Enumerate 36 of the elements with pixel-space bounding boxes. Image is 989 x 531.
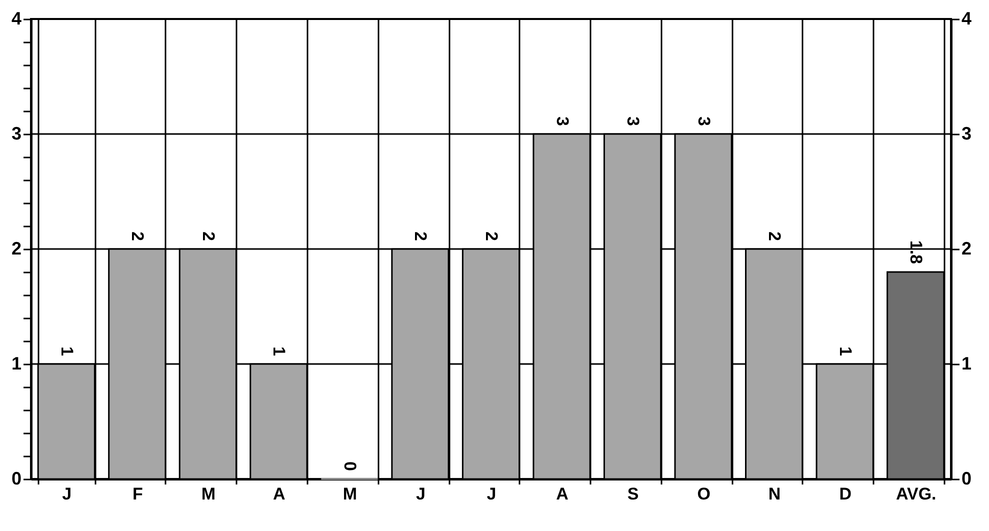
data-label: 1 [270, 346, 289, 356]
x-tick-label: S [627, 484, 639, 504]
y-tick-label: 1 [11, 354, 22, 374]
y-tick-label: 3 [11, 124, 22, 144]
y2-tick-label: 4 [962, 8, 972, 28]
data-label: 2 [765, 232, 784, 241]
x-tick-label: A [556, 484, 568, 504]
x-tick-label: N [768, 484, 781, 504]
y2-tick-label: 0 [962, 468, 972, 488]
x-tick-label: D [839, 484, 852, 504]
data-label: 2 [411, 232, 430, 241]
data-label: 2 [128, 232, 148, 241]
y2-tick-label: 3 [962, 124, 972, 144]
x-tick-label: J [62, 484, 72, 504]
data-label: 1 [836, 346, 855, 356]
y-tick-label: 2 [11, 238, 22, 258]
data-label: 2 [482, 232, 501, 241]
x-tick-label: F [132, 484, 143, 504]
x-tick-label: M [342, 484, 358, 504]
data-label: 1 [57, 346, 76, 356]
x-tick-label: M [201, 484, 216, 504]
x-tick-label: J [416, 484, 426, 504]
x-tick-label: A [273, 484, 286, 504]
y2-tick-label: 1 [962, 354, 972, 374]
data-label: 3 [552, 116, 572, 126]
data-label: 3 [624, 116, 643, 126]
data-label: 2 [198, 232, 218, 241]
y-tick-label: 0 [11, 468, 22, 488]
data-label: 0 [340, 462, 360, 471]
data-label: 1.8 [906, 240, 926, 264]
x-tick-label: J [486, 484, 496, 504]
y-tick-label: 4 [11, 8, 22, 28]
data-label: 3 [694, 116, 714, 126]
x-tick-label: AVG. [896, 484, 936, 504]
x-tick-label: O [697, 484, 710, 504]
y2-tick-label: 2 [962, 238, 972, 258]
